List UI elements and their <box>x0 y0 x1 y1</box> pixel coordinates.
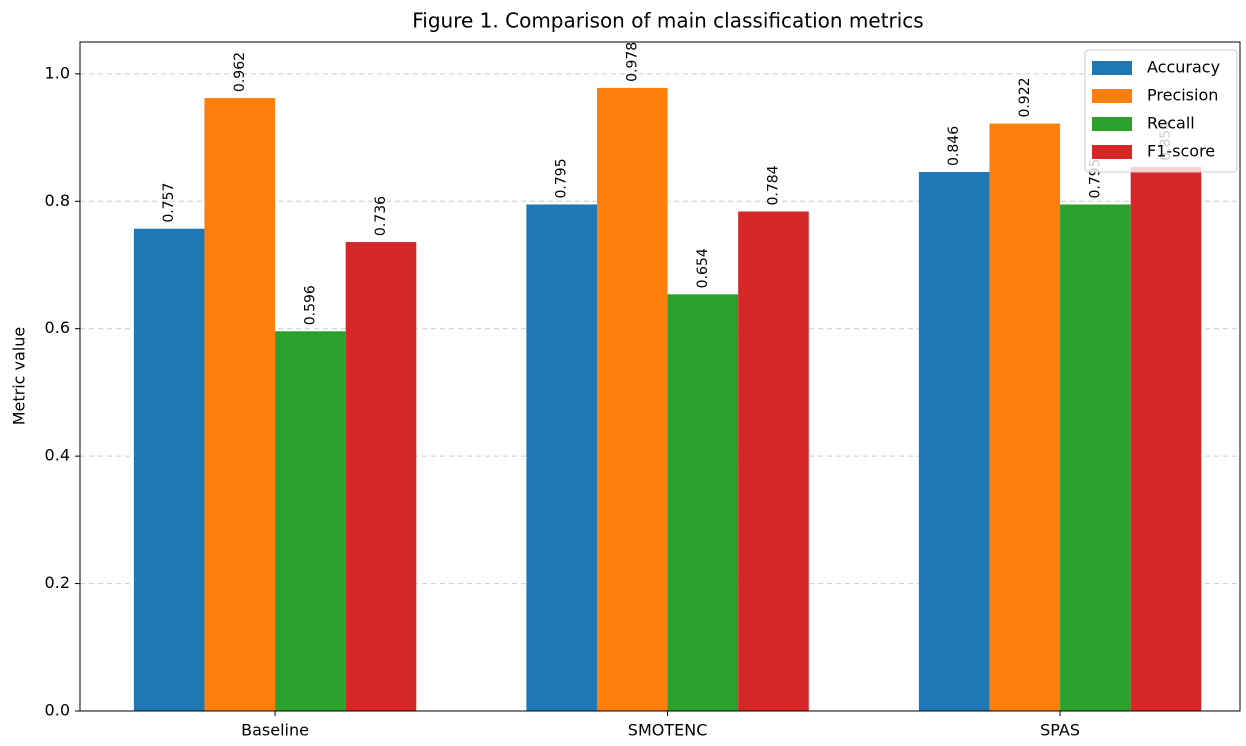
legend-swatch <box>1092 117 1132 131</box>
bar <box>667 294 739 711</box>
x-tick-label: SPAS <box>1040 721 1080 740</box>
value-label: 0.978 <box>624 42 640 82</box>
legend-label: F1-score <box>1147 142 1215 161</box>
y-axis-label: Metric value <box>10 327 29 426</box>
y-tick-label: 0.0 <box>45 701 70 720</box>
legend-label: Accuracy <box>1147 58 1220 77</box>
axes-frame <box>79 41 1241 712</box>
bar <box>133 228 205 711</box>
bar <box>275 331 346 711</box>
legend-swatch <box>1092 145 1132 159</box>
y-tick-label: 0.6 <box>45 318 70 337</box>
x-tick-label: SMOTENC <box>628 721 708 740</box>
legend-label: Recall <box>1147 114 1195 133</box>
legend-box <box>1084 49 1238 173</box>
bar <box>989 123 1061 712</box>
bar <box>1060 204 1131 711</box>
value-label: 0.922 <box>1017 77 1033 117</box>
bar <box>738 211 809 712</box>
legend-swatch <box>1092 61 1132 75</box>
value-label: 0.596 <box>302 285 318 325</box>
value-label: 0.654 <box>695 248 711 288</box>
bar <box>345 242 417 711</box>
chart-title: Figure 1. Comparison of main classificat… <box>412 9 923 33</box>
value-label: 0.795 <box>554 158 570 198</box>
y-tick-label: 0.8 <box>45 191 70 210</box>
y-tick-label: 0.2 <box>45 573 70 592</box>
value-label: 0.784 <box>765 165 781 205</box>
y-tick-label: 0.4 <box>45 446 70 465</box>
legend-label: Precision <box>1147 86 1218 105</box>
bar <box>204 98 276 711</box>
value-label: 0.757 <box>161 183 177 223</box>
legend-swatch <box>1092 89 1132 103</box>
value-label: 0.736 <box>373 196 389 236</box>
value-label: 0.962 <box>232 52 248 92</box>
bar <box>596 87 668 712</box>
x-tick-label: Baseline <box>241 721 309 740</box>
bar <box>526 204 597 711</box>
bar <box>1130 166 1202 711</box>
bar <box>918 171 990 711</box>
value-label: 0.846 <box>946 126 962 166</box>
y-tick-label: 1.0 <box>45 63 70 82</box>
